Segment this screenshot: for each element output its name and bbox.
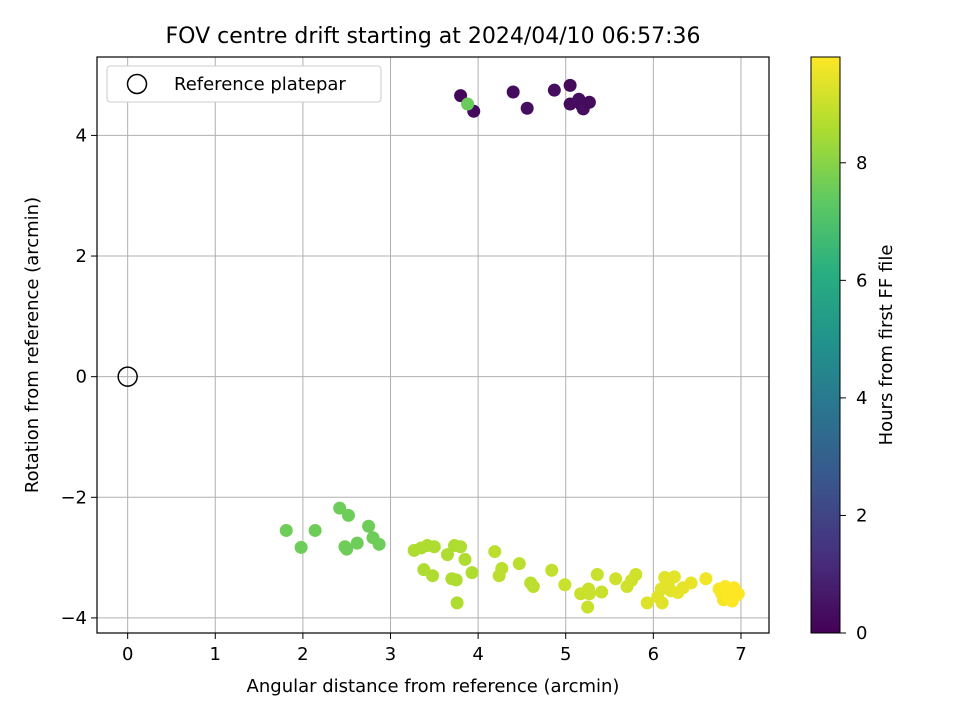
scatter-point (581, 600, 595, 614)
reference-platepar-marker (117, 366, 138, 387)
colorbar-label: Hours from first FF file (876, 245, 897, 446)
scatter-point (731, 587, 745, 601)
scatter-point (333, 501, 347, 515)
scatter-point (350, 536, 364, 550)
scatter-point (340, 542, 354, 556)
colorbar-tick-label: 2 (856, 505, 867, 526)
y-tick-label: −2 (60, 487, 87, 508)
scatter-point (454, 540, 468, 554)
scatter-point (582, 95, 596, 109)
scatter-point (308, 523, 322, 537)
x-axis-ticks: 0 1 2 3 4 5 6 7 (122, 633, 747, 665)
scatter-point (640, 596, 654, 610)
scatter-point (506, 85, 520, 99)
colorbar-tick-label: 6 (856, 270, 867, 291)
scatter-point (426, 569, 440, 583)
colorbar-gradient (810, 56, 841, 634)
y-axis-ticks: −4 −2 0 2 4 (60, 125, 97, 629)
scatter-point (279, 523, 293, 537)
scatter-point (582, 587, 596, 601)
scatter-point (440, 548, 454, 562)
legend-marker-reference (126, 73, 148, 95)
scatter-point (461, 97, 475, 111)
y-tick-label: −4 (60, 608, 87, 629)
scatter-point (362, 519, 376, 533)
x-tick-label: 7 (735, 644, 746, 665)
scatter-point (595, 585, 609, 599)
scatter-point (699, 572, 713, 586)
scatter-point (458, 552, 472, 566)
legend: Reference platepar (106, 65, 382, 103)
colorbar-tick-label: 8 (856, 153, 867, 174)
scatter-point (465, 566, 479, 580)
legend-label-reference: Reference platepar (174, 74, 346, 95)
scatter-point (526, 580, 540, 594)
scatter-point (563, 78, 577, 92)
y-tick-label: 4 (76, 125, 87, 146)
scatter-point (341, 508, 355, 522)
scatter-point (488, 545, 502, 559)
x-tick-label: 6 (648, 644, 659, 665)
x-tick-label: 1 (210, 644, 221, 665)
colorbar-tick-label: 0 (856, 623, 867, 644)
x-axis-label: Angular distance from reference (arcmin) (247, 676, 620, 697)
scatter-point (629, 567, 643, 581)
scatter-point (294, 540, 308, 554)
y-tick-label: 0 (76, 367, 87, 388)
x-tick-label: 4 (472, 644, 483, 665)
scatter-point (684, 576, 698, 590)
scatter-point (545, 563, 559, 577)
scatter-point (590, 567, 604, 581)
x-tick-label: 0 (122, 644, 133, 665)
plot-frame (96, 56, 770, 634)
x-tick-label: 2 (297, 644, 308, 665)
colorbar-ticks: 0 2 4 6 8 (840, 153, 867, 644)
scatter-point (449, 573, 463, 587)
grid-lines (97, 57, 769, 633)
scatter-point (609, 572, 623, 586)
colorbar: 0 2 4 6 8 Hours from first FF file (810, 56, 897, 644)
scatter-point (667, 570, 681, 584)
scatter-point (495, 561, 509, 575)
colorbar-tick-label: 4 (856, 388, 867, 409)
scatter-point (372, 537, 386, 551)
x-tick-label: 5 (560, 644, 571, 665)
scatter-point (558, 578, 572, 592)
scatter-point (547, 83, 561, 97)
y-tick-label: 2 (76, 246, 87, 267)
reference-point (117, 366, 138, 387)
scatter-point (655, 596, 669, 610)
legend-box (106, 65, 382, 103)
y-axis-label: Rotation from reference (arcmin) (22, 197, 43, 493)
x-tick-label: 3 (385, 644, 396, 665)
scatter-point (450, 596, 464, 610)
chart-title: FOV centre drift starting at 2024/04/10 … (166, 24, 701, 49)
scatter-point (512, 557, 526, 571)
scatter-points (279, 78, 745, 614)
scatter-point (427, 540, 441, 554)
scatter-point (520, 101, 534, 115)
